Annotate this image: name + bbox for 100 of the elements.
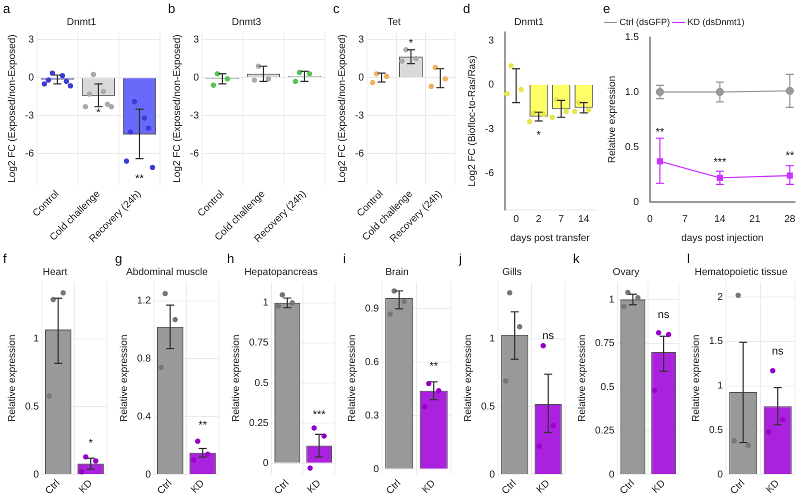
x-tick-label: Ctrl — [728, 478, 748, 497]
text: i — [343, 251, 346, 266]
y-tick-label: 0 — [262, 458, 269, 470]
x-tick-label: Ctrl — [272, 478, 292, 497]
chart-title: Tet — [387, 16, 401, 28]
y-tick-label: 1 — [489, 334, 496, 345]
y-tick-label: 1.5 — [624, 32, 640, 43]
text: f — [3, 251, 7, 266]
y-axis-title: Relative expression — [462, 334, 474, 422]
y-tick-label: 0.6 — [364, 356, 380, 368]
y-tick-label: -3 — [190, 110, 200, 122]
chart-title: Heart — [42, 266, 68, 278]
x-tick-label: 0 — [647, 214, 654, 225]
annotation: *** — [713, 156, 728, 168]
y-tick-label: 3 — [193, 34, 200, 46]
chart-title: Hepatopancreas — [244, 266, 318, 278]
y-tick-label: 0 — [193, 72, 200, 84]
x-tick-label: KD — [534, 478, 552, 496]
y-tick-label: 3 — [488, 36, 494, 47]
y-tick-label: 0 — [488, 80, 494, 91]
x-tick-label: 14 — [714, 214, 726, 225]
y-tick-label: 1.0 — [624, 86, 640, 98]
chart-title: Dnmt1 — [514, 16, 544, 28]
y-axis-title: Relative expression — [346, 334, 358, 422]
y-tick-label: 0 — [489, 469, 496, 480]
y-tick-label: 0.3 — [364, 410, 380, 422]
y-tick-label: 3 — [358, 34, 364, 46]
text: k — [573, 251, 580, 266]
annotation: * — [96, 107, 102, 120]
annotation: ** — [786, 150, 795, 162]
chart-title: Ovary — [612, 266, 640, 278]
x-axis-title: days post injection — [681, 232, 764, 244]
x-tick-label: Ctrl — [500, 478, 519, 497]
y-tick-label: 0.5 — [600, 382, 615, 393]
y-axis-title: Relative expression — [118, 334, 130, 422]
x-tick-label: 14 — [578, 214, 590, 225]
y-axis-title: Relative expression — [606, 76, 618, 164]
y-tick-label: 0.5 — [254, 378, 269, 389]
x-tick-label: Ctrl — [618, 478, 637, 497]
y-axis-title: Log2 FC (Exposed/non-Exposed) — [6, 34, 18, 183]
y-tick-label: 0 — [373, 464, 380, 475]
y-axis-title: Relative expression — [690, 334, 702, 422]
y-tick-label: 0.25 — [248, 418, 269, 429]
y-tick-label: -3 — [354, 110, 364, 122]
y-tick-label: 1 — [262, 298, 269, 309]
y-axis-title: Relative expression — [6, 334, 18, 422]
text: l — [687, 251, 690, 266]
chart-title: Gills — [502, 266, 522, 278]
y-tick-label: 1 — [33, 334, 40, 345]
x-tick-label: 7 — [682, 214, 688, 225]
text: b — [168, 1, 176, 16]
y-tick-label: 0.75 — [248, 338, 269, 349]
y-tick-label: 0 — [145, 469, 152, 480]
text: g — [115, 251, 122, 266]
x-tick-label: 2 — [536, 214, 542, 225]
text: e — [603, 1, 610, 16]
y-tick-label: 0.4 — [136, 411, 152, 422]
y-tick-label: 3 — [28, 34, 34, 46]
annotation: ** — [656, 126, 665, 139]
y-axis-title: Log2 FC (Exposed/non-Exposed) — [172, 34, 183, 183]
legend-label: KD (dsDnmt1) — [688, 16, 745, 27]
y-tick-label: 0 — [358, 72, 364, 84]
y-tick-label: 1 — [717, 380, 724, 392]
chart-title: Abdominal muscle — [126, 266, 208, 278]
x-tick-label: KD — [420, 478, 438, 496]
annotation: ** — [198, 419, 208, 432]
annotation: * — [88, 438, 94, 450]
y-tick-label: 0.9 — [364, 303, 380, 314]
y-tick-label: 0 — [28, 72, 34, 84]
x-tick-label: 0 — [513, 214, 520, 225]
annotation: ** — [429, 360, 439, 373]
y-axis-title: Relative expression — [576, 334, 588, 422]
y-tick-label: 0.8 — [136, 353, 152, 364]
chart-title: Dnmt3 — [232, 16, 262, 28]
x-tick-label: KD — [189, 478, 207, 496]
annotation: *** — [312, 408, 326, 421]
y-tick-label: -6 — [24, 148, 34, 160]
y-tick-label: 1.5 — [708, 336, 724, 348]
y-axis-title: Log2 FC (Biofloc-to-Ras/Ras) — [466, 55, 478, 187]
y-tick-label: 0.5 — [24, 401, 40, 412]
annotation: ** — [135, 173, 144, 186]
y-tick-label: -3 — [24, 110, 34, 122]
text: c — [333, 1, 340, 16]
annotation: ns — [542, 330, 555, 342]
chart-title: Dnmt1 — [66, 16, 97, 28]
annotation: * — [536, 129, 542, 142]
text: a — [3, 1, 11, 16]
y-tick-label: 0.25 — [594, 426, 615, 437]
y-tick-label: 1 — [608, 294, 615, 306]
y-tick-label: 0 — [33, 469, 40, 480]
x-tick-label: KD — [306, 478, 324, 496]
text: h — [227, 251, 234, 266]
x-tick-label: Ctrl — [43, 478, 62, 497]
y-tick-label: 0.5 — [480, 401, 496, 412]
x-tick-label: 7 — [558, 214, 564, 225]
chart-title: Brain — [385, 266, 409, 278]
annotation: ns — [658, 308, 670, 321]
x-tick-label: KD — [764, 478, 782, 496]
y-tick-label: -3 — [484, 124, 494, 135]
x-axis-title: days post transfer — [510, 232, 590, 244]
